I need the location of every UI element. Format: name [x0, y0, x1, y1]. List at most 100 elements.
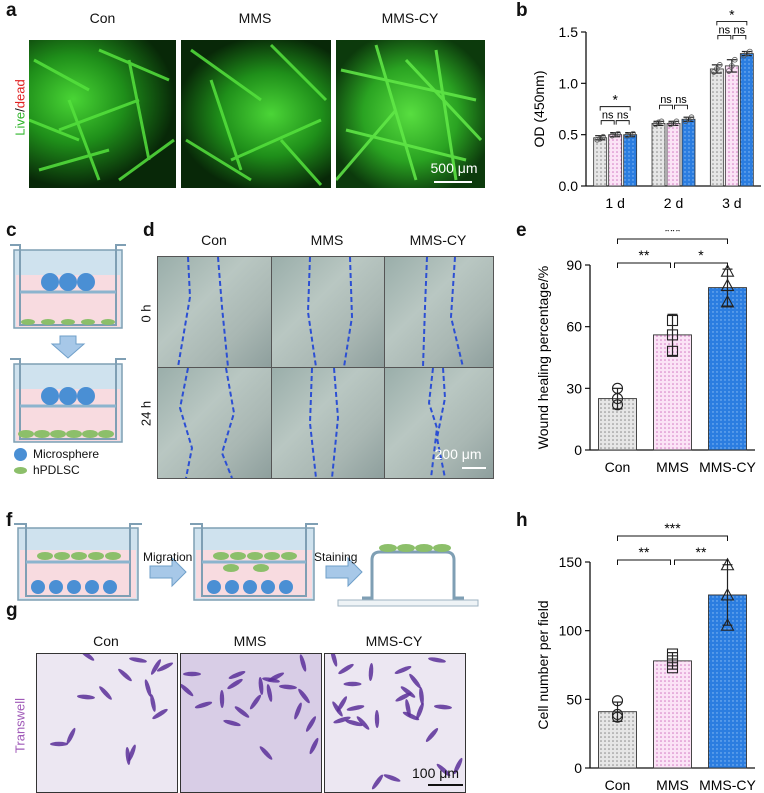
chart-b-point [688, 114, 695, 121]
chart-e-point [666, 329, 679, 341]
chart-e-point [720, 278, 735, 292]
chart-e-xtick-label: MMS-CY [699, 459, 756, 475]
stained-cell [259, 746, 273, 760]
panel-d-title-mmscy: MMS-CY [409, 232, 467, 248]
chart-e-ytick-label: 30 [566, 380, 582, 396]
wound-edge-line [449, 257, 464, 367]
chart-b-point [658, 118, 665, 125]
stained-cell [345, 719, 363, 727]
wound-edge-line [178, 368, 194, 478]
live-cells-mmscy [336, 44, 483, 181]
panel-a-title-mms: MMS [238, 10, 272, 26]
panel-a-title-con: Con [89, 10, 116, 26]
panel-g-label: g [6, 600, 18, 621]
stained-cell [419, 687, 424, 705]
wound-edge-line [177, 257, 192, 367]
panel-e-label: e [516, 220, 527, 241]
chart-e-bracket [674, 262, 728, 268]
chart-b-od: 0.00.51.01.5OD (450nm)1 dns ns*2 dns ns3 d… [531, 10, 761, 210]
chart-b-xtick-label: 3 d [722, 195, 741, 210]
stained-cell [434, 704, 452, 710]
wound-image-24h-1 [271, 367, 385, 479]
chart-e-point [611, 399, 624, 411]
stained-cell [223, 719, 241, 727]
chart-h-bracket [617, 559, 671, 565]
chart-e-xtick-label: Con [605, 459, 631, 475]
stained-cells [330, 654, 463, 790]
chart-h-point [611, 708, 624, 720]
live-label: Live [12, 111, 28, 136]
chart-b-point [714, 66, 720, 72]
chart-e-sig-label: ** [639, 247, 650, 263]
chart-b-point [673, 118, 680, 125]
panel-d-label: d [143, 220, 155, 241]
wound-edge-line [308, 368, 317, 478]
microsphere-legend-text: Microsphere [33, 447, 100, 461]
stained-cell [79, 654, 95, 661]
chart-e-ytick-label: 0 [574, 442, 582, 458]
stained-cell [338, 663, 354, 675]
panel-a-scale-bar [434, 181, 472, 183]
panel-g-title-mmscy: MMS-CY [365, 633, 423, 649]
chart-b-point [655, 119, 662, 126]
wound-edges [427, 368, 447, 478]
wound-image-0h-0 [157, 256, 272, 368]
chart-b-point [729, 63, 735, 69]
chart-h-point [720, 618, 735, 631]
stained-cell [219, 690, 225, 708]
stained-cell [343, 681, 362, 687]
chart-h-ylabel: Cell number per field [535, 600, 551, 729]
chart-b-sig-label: * [612, 92, 618, 108]
stained-cell [66, 727, 76, 745]
stained-cell [405, 699, 411, 717]
stained-cell [118, 668, 132, 682]
chart-b-point [747, 48, 753, 55]
panel-g-ylabel: Transwell [12, 697, 28, 754]
chart-e-point [720, 294, 735, 308]
chart-e-wound: 0 30 60 90 Wound healing percentage/% Con MMS M… [535, 230, 757, 475]
chart-b-sig-label: ns [617, 110, 629, 122]
chart-b-ytick-label: 1.5 [559, 24, 579, 40]
stained-cell [279, 684, 297, 690]
right-arrow-icon [149, 556, 187, 588]
chart-b-bar [593, 137, 608, 187]
transwell-image-2 [324, 653, 466, 793]
chart-e-point [611, 382, 624, 394]
stained-cell [227, 678, 243, 690]
panel-a-scale-text: 500 μm [430, 160, 478, 176]
wound-edge-line [343, 257, 354, 367]
stained-cell [436, 763, 451, 777]
chart-e-bracket [617, 262, 671, 268]
stained-cell [425, 728, 439, 742]
stained-cell [228, 671, 246, 679]
panel-b-label: b [516, 0, 528, 21]
microsphere-legend: Microsphere [14, 447, 99, 461]
stained-cell [258, 677, 264, 695]
chart-h-point [720, 587, 735, 601]
chart-h-point [666, 648, 679, 660]
chart-h-point [666, 655, 679, 667]
transwell-image-1 [180, 653, 322, 793]
panel-g-title-con: Con [93, 633, 119, 649]
wound-edge-line [435, 368, 447, 478]
chart-h-sig-label: ** [696, 544, 707, 560]
hpdlsc-legend-text: hPDLSC [33, 463, 80, 477]
live-dead-image-mms [181, 40, 331, 188]
panel-d-scale-text: 200 μm [434, 446, 482, 462]
chart-h-ytick-label: 0 [574, 760, 582, 776]
chart-b-point [732, 56, 738, 63]
right-arrow-icon-2 [325, 556, 363, 588]
stained-cell [99, 686, 112, 700]
stained-cell [336, 696, 348, 712]
stained-cell [356, 716, 370, 730]
chart-e-sig-label: *** [664, 230, 681, 239]
transwell-top [10, 244, 126, 329]
chart-h-xtick-label: Con [605, 777, 631, 793]
chart-b-point [594, 137, 600, 143]
stained-cell [266, 684, 273, 702]
stained-cell [294, 702, 302, 720]
panel-c-schematic [10, 244, 126, 443]
chart-b-bracket [717, 34, 732, 40]
chart-b-bar [709, 68, 724, 187]
chart-b-ylabel: OD (450nm) [531, 70, 547, 147]
